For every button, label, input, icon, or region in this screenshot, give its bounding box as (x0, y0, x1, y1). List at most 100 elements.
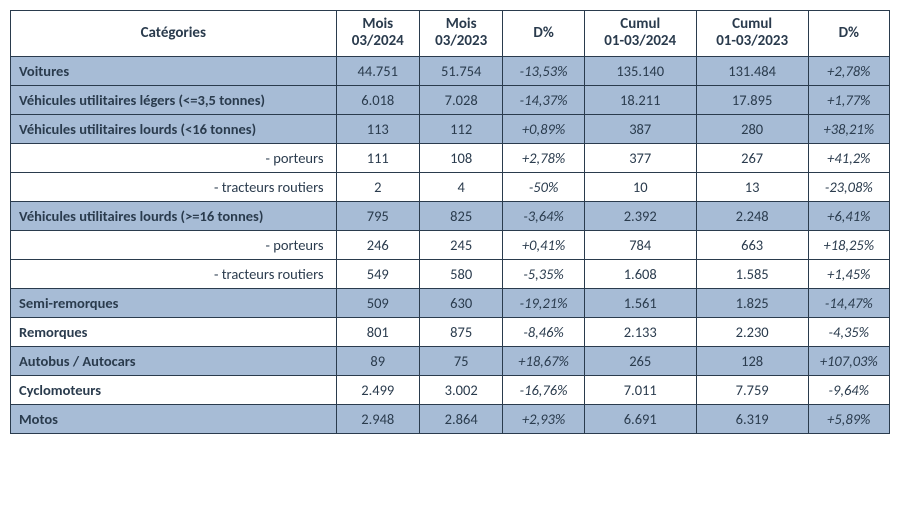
cell-c2023: 131.484 (696, 56, 808, 85)
table-row: - tracteurs routiers24-50%1013-23,08% (11, 172, 890, 201)
cell-d2: +38,21% (808, 114, 889, 143)
header-c2023-l2: 01-03/2023 (716, 32, 788, 50)
table-row: Motos2.9482.864+2,93%6.6916.319+5,89% (11, 404, 890, 433)
cell-c2023: 17.895 (696, 85, 808, 114)
cell-c2023: 280 (696, 114, 808, 143)
cell-d1: -50% (503, 172, 584, 201)
cell-m2024: 2 (336, 172, 419, 201)
cell-m2023: 75 (419, 346, 502, 375)
cell-m2024: 113 (336, 114, 419, 143)
cell-c2023: 1.825 (696, 288, 808, 317)
cell-label: - porteurs (11, 143, 337, 172)
cell-label: - porteurs (11, 230, 337, 259)
cell-label: Véhicules utilitaires lourds (<16 tonnes… (11, 114, 337, 143)
cell-m2023: 245 (419, 230, 502, 259)
cell-d1: -16,76% (503, 375, 584, 404)
cell-label: - tracteurs routiers (11, 172, 337, 201)
table-row: Voitures44.75151.754-13,53%135.140131.48… (11, 56, 890, 85)
data-table: Catégories Mois 03/2024 Mois 03/2023 D% … (10, 10, 890, 434)
cell-m2023: 2.864 (419, 404, 502, 433)
header-m2023-l2: 03/2023 (435, 32, 487, 50)
cell-c2024: 265 (584, 346, 696, 375)
cell-c2024: 6.691 (584, 404, 696, 433)
cell-m2024: 2.499 (336, 375, 419, 404)
cell-d2: +5,89% (808, 404, 889, 433)
cell-c2024: 2.392 (584, 201, 696, 230)
cell-d2: +18,25% (808, 230, 889, 259)
header-m2024-l1: Mois (362, 15, 393, 33)
cell-c2024: 7.011 (584, 375, 696, 404)
header-cumul-2023: Cumul 01-03/2023 (696, 11, 808, 57)
cell-c2023: 7.759 (696, 375, 808, 404)
cell-c2023: 663 (696, 230, 808, 259)
cell-m2024: 801 (336, 317, 419, 346)
cell-d2: -9,64% (808, 375, 889, 404)
cell-c2024: 784 (584, 230, 696, 259)
header-delta2: D% (808, 11, 889, 57)
cell-d1: +0,89% (503, 114, 584, 143)
cell-m2024: 2.948 (336, 404, 419, 433)
cell-c2024: 10 (584, 172, 696, 201)
cell-m2023: 4 (419, 172, 502, 201)
cell-m2024: 44.751 (336, 56, 419, 85)
header-cumul-2024: Cumul 01-03/2024 (584, 11, 696, 57)
table-row: Remorques801875-8,46%2.1332.230-4,35% (11, 317, 890, 346)
cell-d2: +1,45% (808, 259, 889, 288)
table-row: Véhicules utilitaires légers (<=3,5 tonn… (11, 85, 890, 114)
cell-label: Voitures (11, 56, 337, 85)
cell-m2024: 89 (336, 346, 419, 375)
cell-c2023: 267 (696, 143, 808, 172)
table-row: Semi-remorques509630-19,21%1.5611.825-14… (11, 288, 890, 317)
cell-label: Véhicules utilitaires lourds (>=16 tonne… (11, 201, 337, 230)
header-c2024-l1: Cumul (620, 15, 660, 33)
header-delta1: D% (503, 11, 584, 57)
cell-m2024: 246 (336, 230, 419, 259)
cell-d1: +18,67% (503, 346, 584, 375)
cell-d1: -5,35% (503, 259, 584, 288)
header-month-2023: Mois 03/2023 (419, 11, 502, 57)
cell-m2023: 112 (419, 114, 502, 143)
cell-d1: -19,21% (503, 288, 584, 317)
cell-c2023: 1.585 (696, 259, 808, 288)
table-body: Voitures44.75151.754-13,53%135.140131.48… (11, 56, 890, 433)
cell-d2: +6,41% (808, 201, 889, 230)
cell-label: Cyclomoteurs (11, 375, 337, 404)
table-row: Véhicules utilitaires lourds (>=16 tonne… (11, 201, 890, 230)
cell-d1: -14,37% (503, 85, 584, 114)
cell-m2023: 51.754 (419, 56, 502, 85)
cell-c2024: 2.133 (584, 317, 696, 346)
cell-label: Autobus / Autocars (11, 346, 337, 375)
table-row: Véhicules utilitaires lourds (<16 tonnes… (11, 114, 890, 143)
cell-m2023: 3.002 (419, 375, 502, 404)
cell-label: Semi-remorques (11, 288, 337, 317)
cell-d1: +2,93% (503, 404, 584, 433)
cell-d2: +1,77% (808, 85, 889, 114)
cell-d1: +2,78% (503, 143, 584, 172)
cell-d2: +2,78% (808, 56, 889, 85)
cell-m2023: 580 (419, 259, 502, 288)
cell-c2024: 135.140 (584, 56, 696, 85)
cell-m2023: 875 (419, 317, 502, 346)
cell-m2024: 509 (336, 288, 419, 317)
cell-d2: +107,03% (808, 346, 889, 375)
cell-c2024: 377 (584, 143, 696, 172)
header-m2023-l1: Mois (446, 15, 477, 33)
cell-d2: +41,2% (808, 143, 889, 172)
table-row: Autobus / Autocars8975+18,67%265128+107,… (11, 346, 890, 375)
cell-label: Motos (11, 404, 337, 433)
table-row: - porteurs246245+0,41%784663+18,25% (11, 230, 890, 259)
cell-c2023: 6.319 (696, 404, 808, 433)
header-month-2024: Mois 03/2024 (336, 11, 419, 57)
cell-d1: -8,46% (503, 317, 584, 346)
header-category: Catégories (11, 11, 337, 57)
cell-d2: -14,47% (808, 288, 889, 317)
cell-c2024: 1.561 (584, 288, 696, 317)
cell-label: Remorques (11, 317, 337, 346)
cell-c2023: 13 (696, 172, 808, 201)
header-row: Catégories Mois 03/2024 Mois 03/2023 D% … (11, 11, 890, 57)
cell-m2024: 111 (336, 143, 419, 172)
cell-m2023: 630 (419, 288, 502, 317)
cell-m2024: 795 (336, 201, 419, 230)
table-row: Cyclomoteurs2.4993.002-16,76%7.0117.759-… (11, 375, 890, 404)
header-c2024-l2: 01-03/2024 (604, 32, 676, 50)
